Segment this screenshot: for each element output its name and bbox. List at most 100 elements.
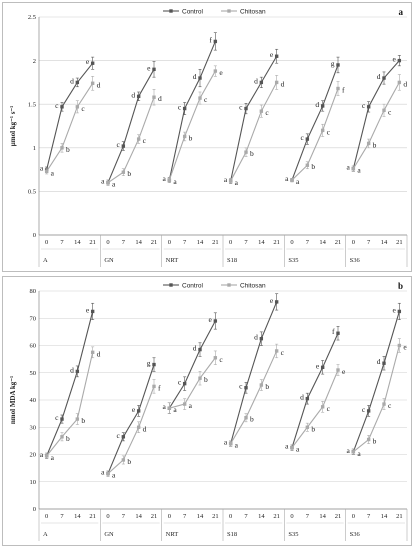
data-point <box>274 80 279 85</box>
data-point <box>244 106 248 111</box>
significance-letter: b <box>127 169 131 178</box>
significance-letter: e <box>392 305 396 314</box>
data-point <box>106 471 110 476</box>
significance-letter: c <box>55 413 59 422</box>
significance-letter: e <box>219 68 223 77</box>
significance-letter: a <box>173 405 177 414</box>
data-point <box>198 376 202 380</box>
significance-letter: d <box>70 76 74 85</box>
data-point <box>213 39 218 44</box>
data-point <box>106 180 110 185</box>
panel-label: a <box>399 7 404 17</box>
data-point <box>290 445 294 450</box>
data-point <box>136 409 141 413</box>
data-point <box>397 80 402 85</box>
significance-letter: b <box>66 434 70 443</box>
data-point <box>121 144 126 148</box>
x-tick-day: 7 <box>122 513 126 520</box>
y-tick-label: 1 <box>33 145 36 152</box>
data-point <box>152 67 156 72</box>
x-group-label: A <box>43 531 48 538</box>
legend-label: Control <box>182 8 204 15</box>
series-line-0 <box>168 41 216 181</box>
significance-letter: d <box>254 333 258 342</box>
significance-letter: a <box>285 174 289 183</box>
data-point <box>336 86 340 91</box>
data-point <box>75 417 80 421</box>
x-group-label: NRT <box>166 257 179 264</box>
significance-letter: d <box>97 349 101 358</box>
data-point <box>305 396 310 401</box>
data-point <box>305 163 310 167</box>
data-point <box>336 63 340 67</box>
x-tick-day: 0 <box>45 239 48 246</box>
x-group-label: A <box>43 257 48 264</box>
data-point <box>336 368 340 372</box>
y-tick-label: 60 <box>30 343 37 350</box>
data-point <box>397 343 402 348</box>
legend-marker <box>169 9 173 13</box>
x-tick-day: 0 <box>45 513 48 520</box>
significance-letter: d <box>377 72 381 81</box>
legend-label: Chitosan <box>240 8 266 15</box>
significance-letter: c <box>143 136 147 145</box>
significance-letter: d <box>281 79 285 88</box>
data-point <box>228 179 233 183</box>
legend-marker <box>227 283 231 287</box>
significance-letter: c <box>116 140 120 149</box>
significance-letter: c <box>178 103 182 112</box>
y-tick-label: 2 <box>33 58 36 65</box>
significance-letter: a <box>40 450 44 459</box>
significance-letter: f <box>342 86 345 95</box>
legend-marker <box>169 283 173 287</box>
series-line-0 <box>291 64 339 181</box>
panel-label: b <box>398 281 403 291</box>
x-tick-day: 21 <box>212 513 219 520</box>
significance-letter: d <box>143 424 147 433</box>
significance-letter: a <box>235 178 239 187</box>
data-point <box>320 128 325 133</box>
x-group-label: NRT <box>166 531 179 538</box>
y-tick-label: 2.5 <box>28 14 36 21</box>
significance-letter: c <box>239 103 243 112</box>
y-tick-label: 40 <box>30 397 37 404</box>
series-line-0 <box>46 62 94 170</box>
significance-letter: e <box>316 361 320 370</box>
significance-letter: c <box>265 108 269 117</box>
data-point <box>382 108 386 113</box>
significance-letter: e <box>270 50 274 59</box>
data-point <box>213 319 218 323</box>
data-point <box>366 141 371 146</box>
significance-letter: e <box>342 367 346 376</box>
significance-letter: d <box>158 94 162 103</box>
significance-letter: b <box>250 415 254 424</box>
significance-letter: b <box>311 162 315 171</box>
series-line-1 <box>352 82 400 170</box>
data-point <box>60 105 64 109</box>
significance-letter: c <box>219 355 223 364</box>
significance-letter: d <box>97 80 101 89</box>
x-tick-day: 0 <box>229 239 232 246</box>
data-point <box>60 435 64 439</box>
significance-letter: a <box>162 402 166 411</box>
significance-letter: c <box>116 431 120 440</box>
data-point <box>274 300 279 304</box>
x-tick-day: 14 <box>135 239 142 246</box>
data-point <box>259 80 264 85</box>
significance-letter: a <box>346 446 350 455</box>
y-tick-label: 0 <box>33 232 36 239</box>
x-tick-day: 14 <box>135 513 142 520</box>
data-point <box>90 309 95 314</box>
series-line-1 <box>46 82 94 172</box>
x-tick-day: 21 <box>273 239 280 246</box>
x-tick-day: 21 <box>89 513 96 520</box>
x-tick-day: 0 <box>229 513 232 520</box>
data-point <box>382 361 386 365</box>
series-line-1 <box>107 386 155 474</box>
x-tick-day: 7 <box>367 513 371 520</box>
significance-letter: c <box>55 101 59 110</box>
data-point <box>44 169 49 174</box>
data-point <box>198 347 202 352</box>
data-point <box>305 137 310 141</box>
significance-letter: c <box>300 133 304 142</box>
